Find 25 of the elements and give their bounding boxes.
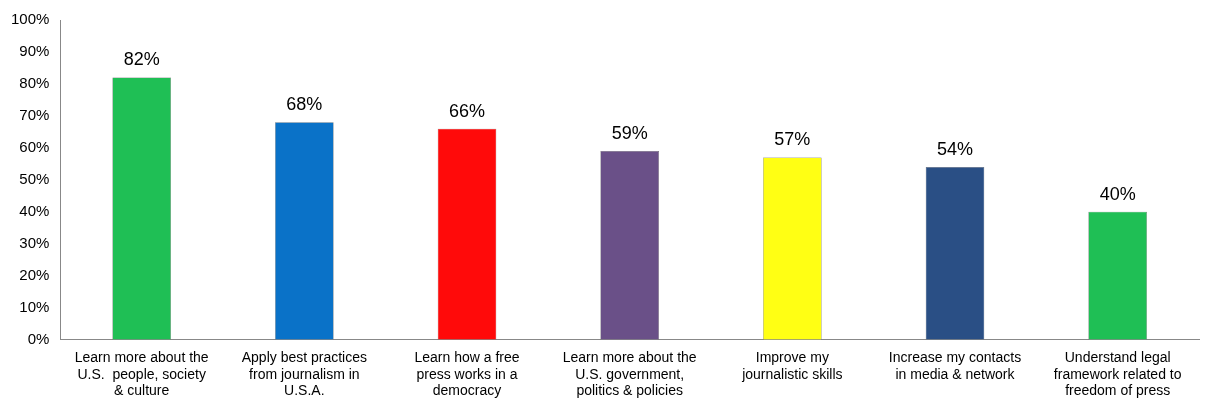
y-tick-label: 50% (19, 169, 50, 187)
data-label: 59% (611, 123, 648, 143)
y-tick-label: 30% (19, 233, 50, 251)
data-label: 68% (286, 94, 323, 115)
y-tick-label: 60% (19, 137, 50, 155)
x-tick-label: Learn how a free press works in a democracy (414, 348, 520, 399)
y-tick-label: 20% (19, 265, 50, 283)
y-tick-label: 100% (10, 10, 50, 28)
data-label: 54% (936, 138, 974, 159)
y-tick-label: 10% (19, 297, 50, 315)
data-label: 40% (1099, 183, 1136, 204)
x-tick-label: Increase my contacts in media & network (888, 348, 1022, 382)
x-tick-label: Learn more about the U.S. people, society & culture (74, 348, 209, 399)
data-label: 82% (123, 49, 160, 70)
y-tick-label: 90% (19, 42, 50, 60)
y-tick-label: 80% (19, 74, 50, 92)
x-tick-label: Understand legal framework related to freedom of press (1053, 348, 1182, 399)
y-tick-label: 70% (19, 106, 50, 124)
x-tick-label: Learn more about the U.S. government, politics & policies (562, 348, 697, 399)
x-tick-label: Improve my journalistic skills (741, 348, 843, 382)
x-tick-label: Apply best practices from journalism in U.S.A. (241, 348, 368, 399)
data-label: 57% (774, 129, 811, 150)
y-tick-label: 0% (27, 329, 50, 347)
data-label: 66% (449, 100, 486, 121)
y-tick-label: 40% (19, 201, 50, 219)
